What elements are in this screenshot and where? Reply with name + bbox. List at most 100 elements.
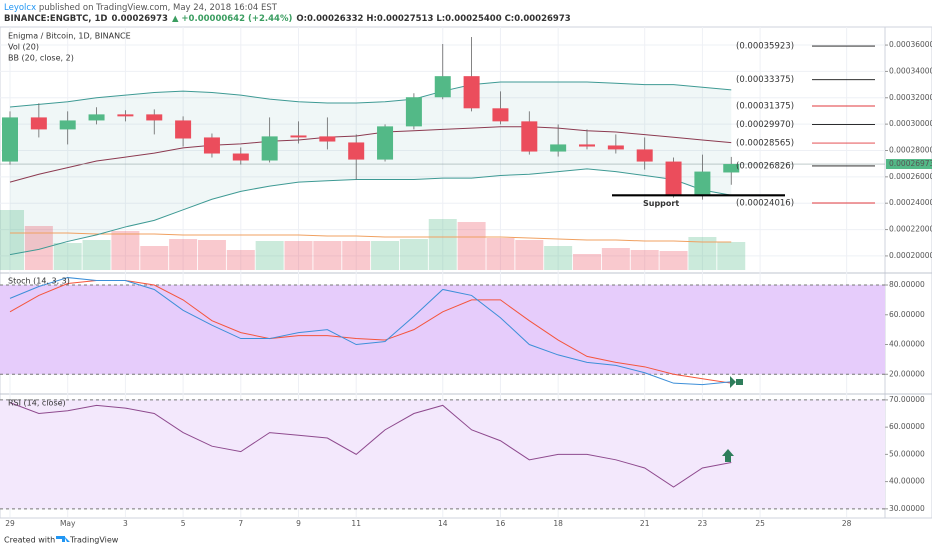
volume-bar xyxy=(630,250,659,270)
level-label: (0.00029970) xyxy=(736,120,794,130)
volume-bar xyxy=(486,238,515,270)
ohlc: O:0.00026332 H:0.00027513 L:0.00025400 C… xyxy=(296,14,570,24)
candle-body xyxy=(319,136,336,142)
volume-bar xyxy=(140,246,169,270)
rsi-legend: RSI (14, close) xyxy=(8,399,66,408)
rsi-line xyxy=(9,402,732,488)
candle-body xyxy=(175,120,192,139)
published: published on TradingView.com, May 24, 20… xyxy=(36,3,278,13)
bb-upper xyxy=(9,81,732,108)
volume-bar xyxy=(573,254,601,270)
bb-lower xyxy=(9,168,732,256)
y-tick-label: 80.00000 xyxy=(889,280,925,289)
candle-body xyxy=(30,117,47,130)
candle-body xyxy=(521,121,538,152)
volume-bar xyxy=(717,242,746,270)
last-price-box xyxy=(886,159,932,170)
volume-bar xyxy=(53,243,82,270)
volume-bar xyxy=(169,239,198,270)
y-tick-label: 0.00020000 xyxy=(889,251,932,260)
stoch-legend: Stoch (14, 3, 3) xyxy=(8,277,70,286)
rsi-arrow-icon xyxy=(722,449,734,462)
level-label: (0.00026826) xyxy=(736,161,794,171)
support-label: Support xyxy=(643,199,679,208)
symbol: BINANCE:ENGBTC, 1D xyxy=(4,14,107,24)
tv-logo xyxy=(56,536,70,542)
y-tick-label: 0.00030000 xyxy=(889,119,932,128)
footer-created: Created with xyxy=(4,536,55,545)
last-price-label: 0.00026973 xyxy=(889,159,932,168)
volume-bar xyxy=(601,248,630,270)
candle-body xyxy=(377,126,394,160)
rsi-band-fill xyxy=(0,399,885,509)
x-tick-label: 25 xyxy=(755,519,765,528)
y-tick-label: 0.00022000 xyxy=(889,225,932,234)
chart-title: Enigma / Bitcoin, 1D, BINANCE xyxy=(8,32,131,41)
y-tick-label: 40.00000 xyxy=(889,340,925,349)
price: 0.00026973 xyxy=(111,14,168,24)
bb-legend: BB (20, close, 2) xyxy=(8,54,74,63)
candle-body xyxy=(694,171,711,195)
stoch-k xyxy=(9,277,732,386)
volume-bar xyxy=(428,219,457,270)
candle-body xyxy=(261,136,278,161)
candle-body xyxy=(550,144,567,152)
level-label: (0.00024016) xyxy=(736,198,794,208)
y-tick-label: 0.00026000 xyxy=(889,172,932,181)
candle-body xyxy=(405,97,422,127)
candle-body xyxy=(232,153,249,161)
volume-bar xyxy=(284,241,313,270)
y-tick-label: 70.00000 xyxy=(889,395,925,404)
x-tick-label: 14 xyxy=(438,519,448,528)
candle-body xyxy=(117,114,134,117)
x-tick-label: 9 xyxy=(296,519,301,528)
candle-body xyxy=(607,145,624,150)
candle-body xyxy=(203,137,220,154)
volume-bar xyxy=(515,240,544,270)
y-tick-label: 60.00000 xyxy=(889,422,925,431)
bb-basis xyxy=(9,126,732,183)
x-tick-label: 7 xyxy=(238,519,243,528)
volume-ma xyxy=(10,232,732,243)
volume-bar xyxy=(399,239,428,270)
candle-body xyxy=(723,164,740,173)
volume-bar xyxy=(313,241,342,270)
level-label: (0.00028565) xyxy=(736,139,794,149)
candle-body xyxy=(434,76,451,98)
stoch-arrow-icon xyxy=(730,376,743,388)
y-tick-label: 0.00036000 xyxy=(889,40,932,49)
level-label: (0.00033375) xyxy=(736,75,794,85)
level-label: (0.00035923) xyxy=(736,42,794,52)
x-tick-label: 29 xyxy=(5,519,15,528)
volume-bar xyxy=(197,240,226,270)
volume-legend: Vol (20) xyxy=(8,43,39,52)
candle-body xyxy=(88,114,105,121)
volume-bar xyxy=(457,222,486,270)
y-tick-label: 0.00032000 xyxy=(889,93,932,102)
y-tick-label: 20.00000 xyxy=(889,369,925,378)
candle-body xyxy=(665,161,682,195)
volume-bar xyxy=(111,231,140,270)
candle-body xyxy=(290,135,307,138)
volume-bar xyxy=(659,251,688,270)
y-tick-label: 0.00028000 xyxy=(889,145,932,154)
y-tick-label: 30.00000 xyxy=(889,504,925,513)
volume-bar xyxy=(342,241,371,270)
candle-body xyxy=(636,149,653,162)
volume-bar xyxy=(255,241,284,270)
candle-body xyxy=(146,114,163,121)
header-line: Leyolcx published on TradingView.com, Ma… xyxy=(4,3,278,13)
y-tick-label: 50.00000 xyxy=(889,449,925,458)
author[interactable]: Leyolcx xyxy=(4,3,36,13)
volume-bar xyxy=(82,240,111,270)
level-label: (0.00031375) xyxy=(736,102,794,112)
candle-body xyxy=(463,76,480,109)
volume-bar xyxy=(226,250,255,270)
candle-body xyxy=(579,144,595,147)
volume-bar xyxy=(0,210,24,270)
footer-brand[interactable]: TradingView xyxy=(69,536,119,545)
stoch-band-fill xyxy=(0,285,885,375)
stoch-d xyxy=(9,280,732,384)
x-tick-label: 3 xyxy=(123,519,128,528)
